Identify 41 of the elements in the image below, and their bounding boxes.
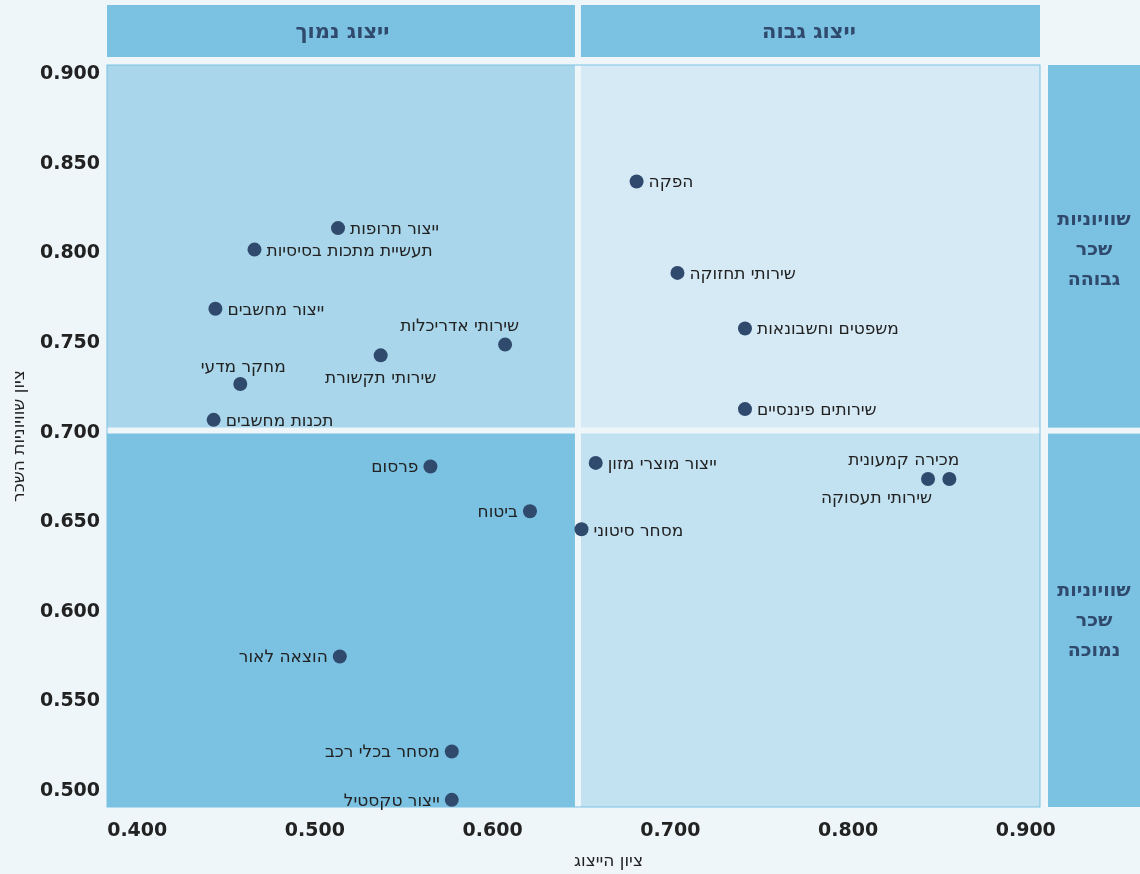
- annotation: שירותי תקשורת: [325, 367, 437, 388]
- y-tick-label: 0.800: [39, 240, 101, 263]
- y-tick-label: 0.650: [39, 509, 101, 532]
- annotation: שירותי תחזוקה: [689, 262, 796, 283]
- text: שוויוניות שכר נמוכה: [1057, 577, 1132, 660]
- annotation: פרסום: [371, 456, 419, 477]
- annotation: ייצור תרופות: [350, 218, 440, 239]
- text: ייצוג נמוך: [295, 19, 390, 43]
- y-tick-label: 0.750: [39, 330, 101, 353]
- annotation: ביטוח: [477, 501, 519, 522]
- annotation: מחקר מדעי: [200, 356, 286, 377]
- annotation: ייצור מחשבים: [227, 298, 325, 319]
- y-tick-label: 0.700: [39, 419, 101, 442]
- annotation: הוצאה לאור: [238, 646, 328, 667]
- annotation: תעשיית מתכות בסיסיות: [266, 239, 433, 260]
- annotation: ייצור טקסטיל: [343, 789, 440, 810]
- x-axis-title: ציון הייצוג: [574, 850, 643, 870]
- annotation: מסחר סיטוני: [593, 520, 684, 541]
- annotation: מסחר בכלי רכב: [324, 741, 440, 762]
- y-tick-label: 0.500: [39, 778, 101, 801]
- x-tick-label: 0.700: [640, 818, 701, 840]
- x-tick-label: 0.600: [462, 818, 523, 840]
- y-tick-label: 0.850: [39, 150, 101, 173]
- y-tick-label: 0.550: [39, 688, 101, 711]
- x-tick-label: 0.900: [995, 818, 1056, 840]
- x-tick-label: 0.800: [818, 818, 879, 840]
- y-axis-title: ציון שוויוניות השכר: [8, 370, 28, 502]
- annotation: תכנות מחשבים: [225, 409, 334, 430]
- x-tick-label: 0.500: [284, 818, 345, 840]
- text: שוויוניות שכר גבוהה: [1057, 206, 1132, 289]
- annotation: שירותי אדריכלות: [400, 314, 520, 335]
- annotation: ייצור מוצרי מזון: [607, 452, 717, 473]
- annotation: מכירה קמעונית: [848, 449, 960, 470]
- y-tick-label: 0.900: [39, 61, 101, 84]
- annotation: הפקה: [648, 171, 694, 192]
- annotation: שירותי תעסוקה: [820, 487, 933, 508]
- x-tick-label: 0.400: [107, 818, 168, 840]
- y-tick-label: 0.600: [39, 598, 101, 621]
- text: ייצוג גבוה: [762, 19, 856, 43]
- annotation: משפטים וחשבונאות: [756, 318, 899, 339]
- annotation: שירותים פיננסיים: [756, 399, 877, 420]
